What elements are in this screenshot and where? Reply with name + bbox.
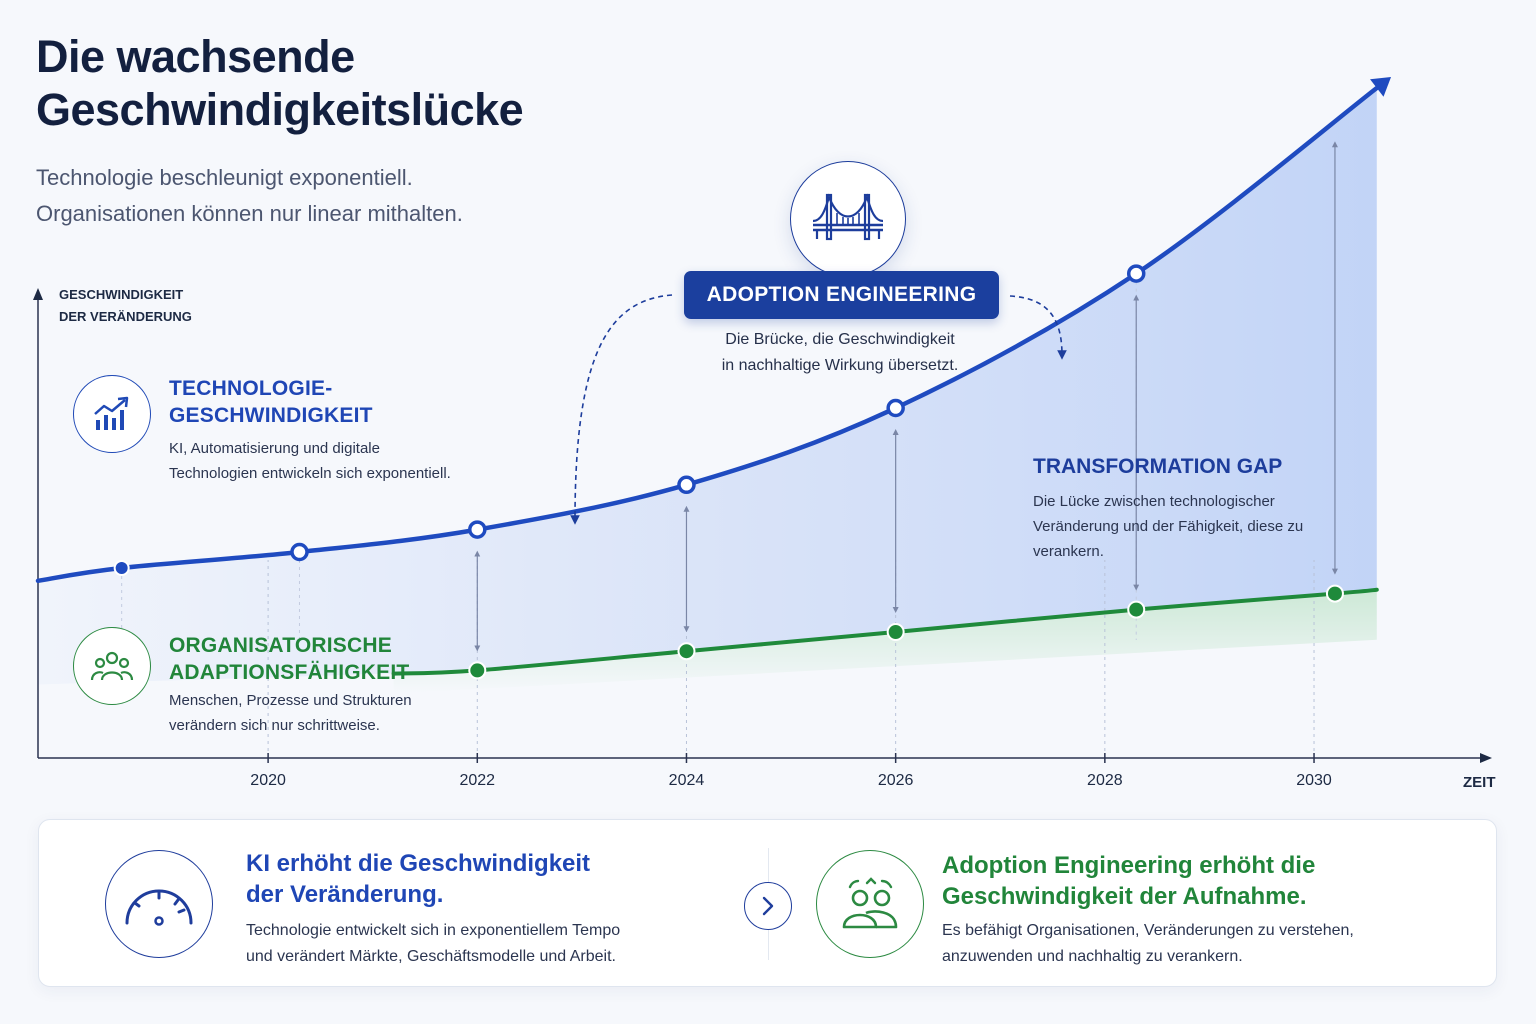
org-point xyxy=(1325,584,1344,603)
subtitle-line-1: Technologie beschleunigt exponentiell. xyxy=(36,165,413,190)
adoption-engineering-description: Die Brücke, die Geschwindigkeit in nachh… xyxy=(680,327,1000,379)
card2-title-line-2: Geschwindigkeit der Aufnahme. xyxy=(942,883,1307,910)
y-axis-arrow xyxy=(33,288,43,300)
bridge-arrow-right xyxy=(1009,295,1067,360)
subtitle-line-2: Organisationen können nur linear mithalt… xyxy=(36,201,463,226)
people-group-icon xyxy=(73,627,151,705)
org-legend-title: ORGANISATORISCHE ADAPTIONSFÄHIGKEIT xyxy=(169,632,489,686)
transformation-gap-text: Die Lücke zwischen technologischer Verän… xyxy=(1033,493,1304,560)
x-axis-label: ZEIT xyxy=(1463,774,1496,791)
growth-chart-icon xyxy=(73,375,151,453)
gap-area-fill xyxy=(38,88,1377,685)
y-axis-label-line-1: GESCHWINDIGKEIT xyxy=(59,287,184,302)
tech-point xyxy=(290,542,309,562)
title-line-2: Geschwindigkeitslücke xyxy=(36,84,524,135)
chevron-right-icon xyxy=(762,896,774,916)
tech-point xyxy=(1126,264,1146,283)
tech-series-arrowhead xyxy=(1370,77,1392,97)
tick-label-2026: 2026 xyxy=(878,772,914,789)
tick-label-2022: 2022 xyxy=(459,772,495,789)
org-point xyxy=(1127,600,1146,619)
card1-text-line-1: Technologie entwickelt sich in exponenti… xyxy=(246,922,621,939)
card2-text-line-1: Es befähigt Organisationen, Veränderunge… xyxy=(942,922,1354,939)
tick-label-2030: 2030 xyxy=(1296,772,1332,789)
x-ticks: 2020 2022 2024 2026 2028 2030 xyxy=(250,753,1332,789)
org-point xyxy=(468,661,487,680)
card2-text-line-2: anzuwenden und nachhaltig zu verankern. xyxy=(942,948,1243,965)
card1-title-line-1: KI erhöht die Geschwindigkeit xyxy=(246,850,591,877)
tech-point xyxy=(886,398,905,418)
tech-legend-title-line-2: GESCHWINDIGKEIT xyxy=(169,404,373,427)
tech-point xyxy=(468,520,487,539)
card2-title-line-1: Adoption Engineering erhöht die xyxy=(942,852,1316,879)
card1-text: Technologie entwickelt sich in exponenti… xyxy=(246,918,726,970)
y-axis-label-line-2: DER VERÄNDERUNG xyxy=(59,309,192,324)
adoption-desc-line-1: Die Brücke, die Geschwindigkeit xyxy=(725,331,955,348)
team-icon xyxy=(816,850,924,958)
card1-text-line-2: und verändert Märkte, Geschäftsmodelle u… xyxy=(246,948,616,965)
tick-label-2020: 2020 xyxy=(250,772,286,789)
tick-label-2028: 2028 xyxy=(1087,772,1123,789)
gap-arrows xyxy=(474,141,1338,652)
org-point xyxy=(677,642,696,661)
bridge-icon xyxy=(790,161,906,277)
adoption-engineering-badge: ADOPTION ENGINEERING xyxy=(684,271,999,319)
next-button[interactable] xyxy=(744,882,792,930)
page-subtitle: Technologie beschleunigt exponentiell. O… xyxy=(36,160,736,232)
x-axis-arrow xyxy=(1480,753,1492,763)
tech-point xyxy=(113,560,130,576)
transformation-gap-title: TRANSFORMATION GAP xyxy=(1033,455,1283,478)
org-legend-title-line-2: ADAPTIONSFÄHIGKEIT xyxy=(169,661,410,684)
tech-legend-title-line-1: TECHNOLOGIE- xyxy=(169,377,333,400)
org-point xyxy=(886,623,905,641)
org-legend-title-line-1: ORGANISATORISCHE xyxy=(169,634,392,657)
adoption-desc-line-2: in nachhaltige Wirkung übersetzt. xyxy=(721,357,959,374)
title-line-1: Die wachsende xyxy=(36,31,355,82)
speedometer-icon xyxy=(105,850,213,958)
series-markers xyxy=(113,264,1344,680)
org-legend-text: Menschen, Prozesse und Strukturen veränd… xyxy=(169,692,412,734)
tick-label-2024: 2024 xyxy=(669,772,705,789)
y-axis-label: GESCHWINDIGKEIT DER VERÄNDERUNG xyxy=(59,284,259,328)
tech-legend-text: KI, Automatisierung und digitale Technol… xyxy=(169,440,451,482)
page-title: Die wachsende Geschwindigkeitslücke xyxy=(36,30,736,136)
bridge-arrow-left xyxy=(570,294,673,525)
card2-text: Es befähigt Organisationen, Veränderunge… xyxy=(942,918,1462,970)
tech-point xyxy=(677,475,696,495)
card1-title: KI erhöht die Geschwindigkeit der Veränd… xyxy=(246,848,726,910)
tech-legend-title: TECHNOLOGIE- GESCHWINDIGKEIT xyxy=(169,375,489,429)
card2-title: Adoption Engineering erhöht die Geschwin… xyxy=(942,850,1462,912)
card1-title-line-2: der Veränderung. xyxy=(246,881,444,908)
